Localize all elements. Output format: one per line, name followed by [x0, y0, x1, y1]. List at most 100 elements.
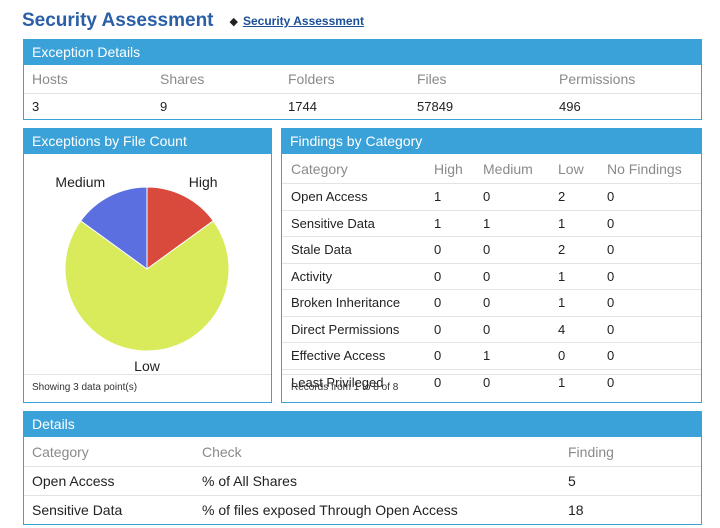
- cell-finding: 5: [567, 466, 701, 496]
- panel-title: Exceptions by File Count: [24, 129, 271, 154]
- cell-category: Open Access: [24, 466, 201, 496]
- cell-medium: 1: [482, 209, 557, 237]
- findings-footer: Records from 1 to 8 of 8: [282, 374, 701, 402]
- column-header: Finding: [568, 443, 614, 460]
- cell-low: 0: [557, 342, 606, 369]
- cell-low: 1: [557, 209, 606, 237]
- details-table: Category Check Finding Open Access% of A…: [24, 437, 701, 524]
- exception-header-row: Hosts Shares Folders Files Permissions: [24, 65, 701, 94]
- cell-medium: 0: [482, 183, 557, 210]
- cell-low: 2: [557, 183, 606, 210]
- column-header: Category: [32, 443, 89, 460]
- column-header: Folders: [288, 71, 335, 87]
- pie-slice-medium[interactable]: [79, 186, 148, 270]
- cell-category: Sensitive Data: [282, 209, 433, 237]
- cell-category: Least Privileged: [282, 368, 433, 395]
- cell-category: Direct Permissions: [282, 315, 433, 343]
- cell-check: % of files exposed Through Open Access: [201, 495, 567, 524]
- table-row[interactable]: Effective Access 0 1 0 0: [282, 342, 701, 369]
- pie-slice-low[interactable]: [64, 220, 230, 352]
- column-header: High: [434, 160, 463, 177]
- details-panel: Details Category Check Finding Open Acce…: [23, 411, 702, 525]
- column-header: Files: [417, 71, 447, 87]
- panel-title: Details: [24, 412, 701, 437]
- cell-no-findings: 0: [606, 289, 701, 316]
- cell-high: 0: [433, 368, 482, 395]
- cell-low: 2: [557, 236, 606, 263]
- table-row[interactable]: Least Privileged 0 0 1 0: [282, 368, 701, 395]
- pie-footer: Showing 3 data point(s): [24, 374, 271, 402]
- folders-value: 1744: [288, 99, 317, 114]
- cell-no-findings: 0: [606, 183, 701, 210]
- cell-no-findings: 0: [606, 262, 701, 290]
- cell-low: 1: [557, 368, 606, 395]
- cell-low: 4: [557, 315, 606, 343]
- cell-high: 0: [433, 236, 482, 263]
- table-row[interactable]: Direct Permissions 0 0 4 0: [282, 315, 701, 343]
- cell-category: Stale Data: [282, 236, 433, 263]
- table-row[interactable]: Open Access% of All Shares 5: [24, 466, 701, 496]
- exceptions-by-file-count-panel: Exceptions by File Count High Low Medium S…: [23, 128, 272, 403]
- column-header: Check: [202, 443, 242, 460]
- hosts-value: 3: [32, 99, 40, 114]
- cell-finding: 18: [567, 495, 701, 524]
- table-row[interactable]: Open Access 1 0 2 0: [282, 183, 701, 210]
- cell-low: 1: [557, 262, 606, 290]
- cell-category: Open Access: [282, 183, 433, 210]
- cell-high: 0: [433, 289, 482, 316]
- cell-low: 1: [557, 289, 606, 316]
- column-header: Shares: [160, 71, 205, 87]
- cell-no-findings: 0: [606, 236, 701, 263]
- cell-medium: 1: [482, 342, 557, 369]
- pie-label-medium: Medium: [55, 174, 105, 190]
- pie-slice-high[interactable]: [146, 186, 215, 270]
- cell-medium: 0: [482, 262, 557, 290]
- table-row[interactable]: Sensitive Data% of files exposed Through…: [24, 495, 701, 524]
- panel-title: Exception Details: [24, 40, 701, 65]
- page-header: Security Assessment ◆ Security Assessmen…: [22, 6, 364, 36]
- tag-icon: ◆: [229, 15, 238, 28]
- security-assessment-link[interactable]: Security Assessment: [242, 14, 364, 28]
- table-row[interactable]: Stale Data 0 0 2 0: [282, 236, 701, 263]
- pie-chart: High Low Medium: [55, 174, 230, 374]
- cell-high: 1: [433, 183, 482, 210]
- column-header: Hosts: [32, 71, 68, 87]
- cell-high: 1: [433, 209, 482, 237]
- findings-table: Category High Medium Low No Findings Ope…: [282, 154, 701, 395]
- cell-category: Broken Inheritance: [282, 289, 433, 316]
- column-header: Low: [558, 160, 584, 177]
- exception-values-row: 3 9 1744 57849 496: [24, 94, 701, 120]
- permissions-value: 496: [559, 99, 581, 114]
- cell-medium: 0: [482, 368, 557, 395]
- cell-no-findings: 0: [606, 342, 701, 369]
- page-title: Security Assessment: [22, 10, 214, 31]
- cell-medium: 0: [482, 236, 557, 263]
- pie-label-low: Low: [134, 358, 161, 374]
- findings-by-category-panel: Findings by Category Category High Mediu…: [281, 128, 702, 403]
- cell-category: Effective Access: [282, 342, 433, 369]
- table-row[interactable]: Sensitive Data 1 1 1 0: [282, 209, 701, 237]
- cell-check: % of All Shares: [201, 466, 567, 496]
- cell-no-findings: 0: [606, 368, 701, 395]
- column-header: No Findings: [607, 160, 682, 177]
- cell-medium: 0: [482, 315, 557, 343]
- cell-high: 0: [433, 315, 482, 343]
- panel-title: Findings by Category: [282, 129, 701, 154]
- table-row[interactable]: Broken Inheritance 0 0 1 0: [282, 289, 701, 316]
- column-header: Permissions: [559, 71, 636, 87]
- findings-header-row: Category High Medium Low No Findings: [282, 154, 701, 184]
- files-value: 57849: [417, 99, 454, 114]
- table-row[interactable]: Activity 0 0 1 0: [282, 262, 701, 290]
- exception-details-panel: Exception Details Hosts Shares Folders F…: [23, 39, 702, 120]
- cell-high: 0: [433, 342, 482, 369]
- details-header-row: Category Check Finding: [24, 437, 701, 467]
- cell-category: Activity: [282, 262, 433, 290]
- cell-high: 0: [433, 262, 482, 290]
- cell-category: Sensitive Data: [24, 495, 201, 524]
- pie-label-high: High: [189, 174, 218, 190]
- cell-no-findings: 0: [606, 209, 701, 237]
- column-header: Medium: [483, 160, 533, 177]
- shares-value: 9: [160, 99, 168, 114]
- cell-no-findings: 0: [606, 315, 701, 343]
- cell-medium: 0: [482, 289, 557, 316]
